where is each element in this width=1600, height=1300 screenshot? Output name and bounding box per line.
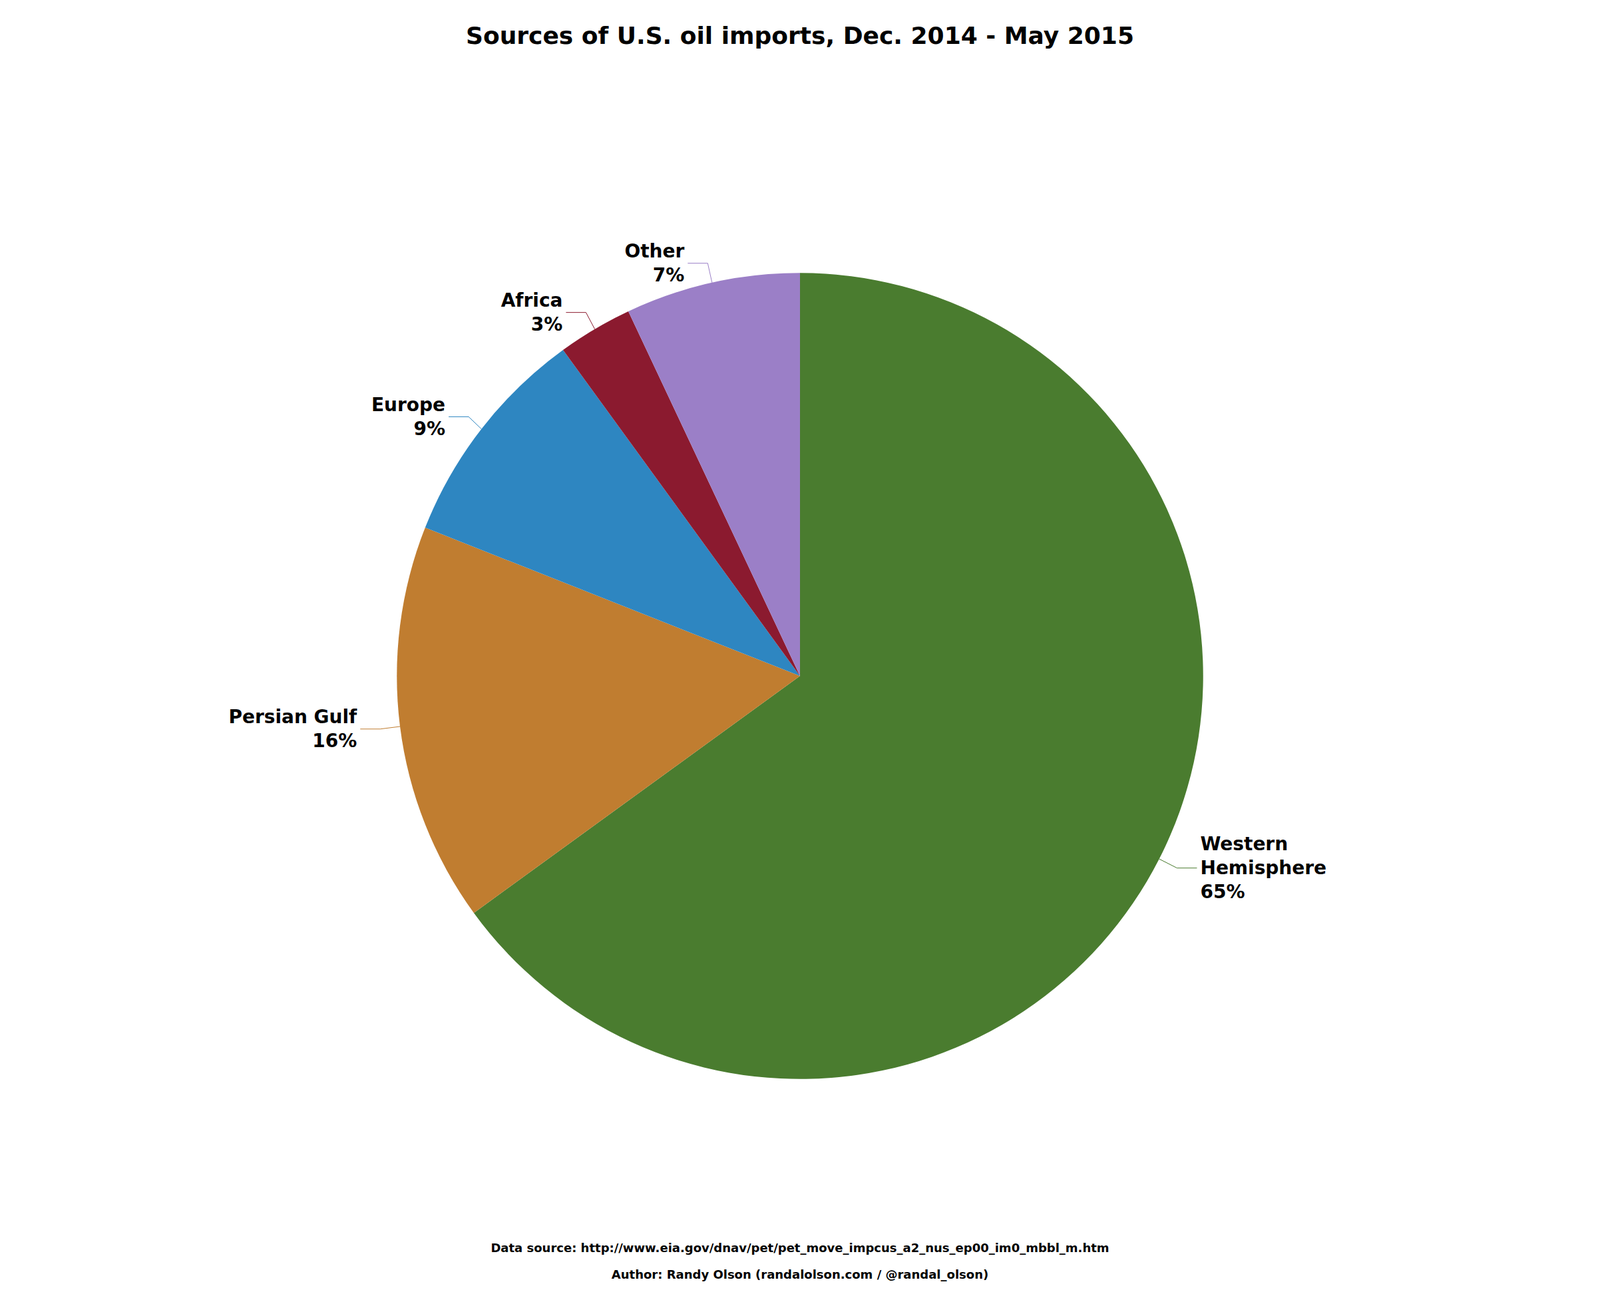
svg-text:9%: 9% bbox=[413, 417, 446, 440]
svg-text:7%: 7% bbox=[652, 264, 685, 287]
svg-text:Author: Randy Olson (randalols: Author: Randy Olson (randalolson.com / @… bbox=[611, 1267, 989, 1282]
svg-text:Africa: Africa bbox=[501, 289, 564, 312]
svg-text:65%: 65% bbox=[1200, 881, 1245, 904]
svg-text:Europe: Europe bbox=[371, 394, 446, 416]
svg-text:Other: Other bbox=[624, 240, 685, 263]
svg-text:Data source: http://www.eia.go: Data source: http://www.eia.gov/dnav/pet… bbox=[490, 1241, 1109, 1256]
svg-text:Hemisphere: Hemisphere bbox=[1200, 857, 1327, 880]
svg-text:Western: Western bbox=[1200, 833, 1288, 856]
svg-text:3%: 3% bbox=[531, 313, 564, 336]
svg-text:16%: 16% bbox=[312, 730, 357, 753]
svg-text:Persian Gulf: Persian Gulf bbox=[228, 706, 358, 729]
svg-text:Sources of U.S. oil imports, D: Sources of U.S. oil imports, Dec. 2014 -… bbox=[465, 21, 1135, 50]
